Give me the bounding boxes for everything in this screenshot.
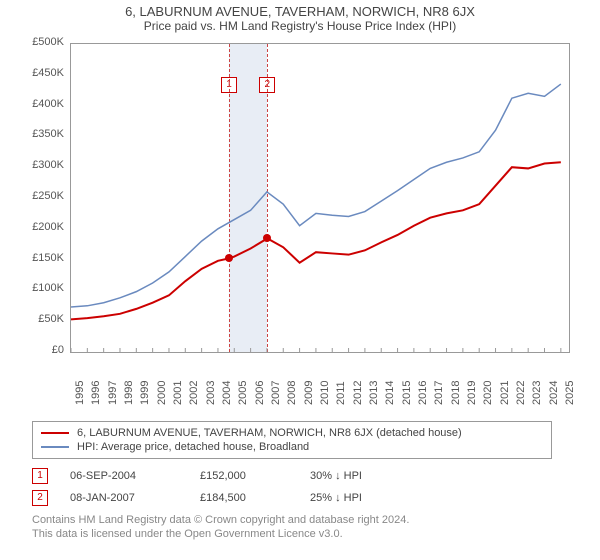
legend-item: 6, LABURNUM AVENUE, TAVERHAM, NORWICH, N… bbox=[41, 426, 543, 440]
x-axis-label: 2019 bbox=[466, 381, 478, 405]
sale-price: £184,500 bbox=[200, 492, 310, 504]
x-axis-label: 2013 bbox=[368, 381, 380, 405]
x-axis-label: 2003 bbox=[205, 381, 217, 405]
x-axis-label: 1995 bbox=[74, 381, 86, 405]
sale-marker: 2 bbox=[32, 490, 48, 506]
legend-label: 6, LABURNUM AVENUE, TAVERHAM, NORWICH, N… bbox=[77, 427, 462, 439]
x-axis-label: 2016 bbox=[417, 381, 429, 405]
x-axis-label: 2000 bbox=[156, 381, 168, 405]
x-axis-label: 2023 bbox=[531, 381, 543, 405]
y-axis-label: £50K bbox=[20, 313, 64, 325]
legend: 6, LABURNUM AVENUE, TAVERHAM, NORWICH, N… bbox=[32, 421, 552, 459]
x-axis-label: 2010 bbox=[319, 381, 331, 405]
x-axis-label: 2001 bbox=[172, 381, 184, 405]
legend-label: HPI: Average price, detached house, Broa… bbox=[77, 441, 309, 453]
footnote: Contains HM Land Registry data © Crown c… bbox=[32, 513, 590, 542]
y-axis-label: £200K bbox=[20, 221, 64, 233]
legend-swatch bbox=[41, 432, 69, 434]
x-axis-label: 1997 bbox=[107, 381, 119, 405]
x-axis-label: 1998 bbox=[123, 381, 135, 405]
chart-title: 6, LABURNUM AVENUE, TAVERHAM, NORWICH, N… bbox=[10, 4, 590, 19]
y-axis-label: £150K bbox=[20, 252, 64, 264]
sales-table: 1 06-SEP-2004 £152,000 30% ↓ HPI 2 08-JA… bbox=[32, 465, 590, 509]
sale-diff: 25% ↓ HPI bbox=[310, 492, 420, 504]
footnote-line: This data is licensed under the Open Gov… bbox=[32, 527, 590, 541]
x-axis-label: 2011 bbox=[335, 381, 347, 405]
y-axis-label: £0 bbox=[20, 344, 64, 356]
y-axis-label: £400K bbox=[20, 98, 64, 110]
sale-date: 08-JAN-2007 bbox=[70, 492, 200, 504]
sale-row: 2 08-JAN-2007 £184,500 25% ↓ HPI bbox=[32, 487, 590, 509]
sale-marker: 1 bbox=[32, 468, 48, 484]
x-axis-label: 2014 bbox=[384, 381, 396, 405]
y-axis-label: £100K bbox=[20, 282, 64, 294]
x-axis-label: 2018 bbox=[450, 381, 462, 405]
x-axis-label: 2009 bbox=[303, 381, 315, 405]
x-axis-label: 2005 bbox=[237, 381, 249, 405]
x-axis-label: 2024 bbox=[548, 381, 560, 405]
x-axis-label: 2021 bbox=[499, 381, 511, 405]
legend-item: HPI: Average price, detached house, Broa… bbox=[41, 440, 543, 454]
y-axis-label: £300K bbox=[20, 159, 64, 171]
x-axis-label: 1999 bbox=[139, 381, 151, 405]
y-axis-label: £250K bbox=[20, 190, 64, 202]
x-axis-label: 2017 bbox=[433, 381, 445, 405]
x-axis-label: 2008 bbox=[286, 381, 298, 405]
chart-lines bbox=[71, 44, 569, 352]
sale-diff: 30% ↓ HPI bbox=[310, 470, 420, 482]
footnote-line: Contains HM Land Registry data © Crown c… bbox=[32, 513, 590, 527]
y-axis-label: £500K bbox=[20, 36, 64, 48]
y-axis-label: £450K bbox=[20, 67, 64, 79]
x-axis-label: 2025 bbox=[564, 381, 576, 405]
x-axis-label: 1996 bbox=[90, 381, 102, 405]
sale-price: £152,000 bbox=[200, 470, 310, 482]
x-axis-label: 2020 bbox=[482, 381, 494, 405]
legend-swatch bbox=[41, 446, 69, 448]
x-axis-label: 2004 bbox=[221, 381, 233, 405]
x-axis-label: 2002 bbox=[188, 381, 200, 405]
x-axis-label: 2015 bbox=[401, 381, 413, 405]
x-axis-label: 2022 bbox=[515, 381, 527, 405]
sale-row: 1 06-SEP-2004 £152,000 30% ↓ HPI bbox=[32, 465, 590, 487]
series-property bbox=[71, 162, 561, 319]
x-axis-label: 2007 bbox=[270, 381, 282, 405]
x-axis-label: 2012 bbox=[352, 381, 364, 405]
chart-area: £0 £50K £100K £150K £200K £250K £300K £350K £400… bbox=[20, 37, 580, 417]
plot-region bbox=[70, 43, 570, 353]
chart-subtitle: Price paid vs. HM Land Registry's House … bbox=[10, 19, 590, 33]
y-axis-label: £350K bbox=[20, 128, 64, 140]
x-axis-label: 2006 bbox=[254, 381, 266, 405]
sale-date: 06-SEP-2004 bbox=[70, 470, 200, 482]
